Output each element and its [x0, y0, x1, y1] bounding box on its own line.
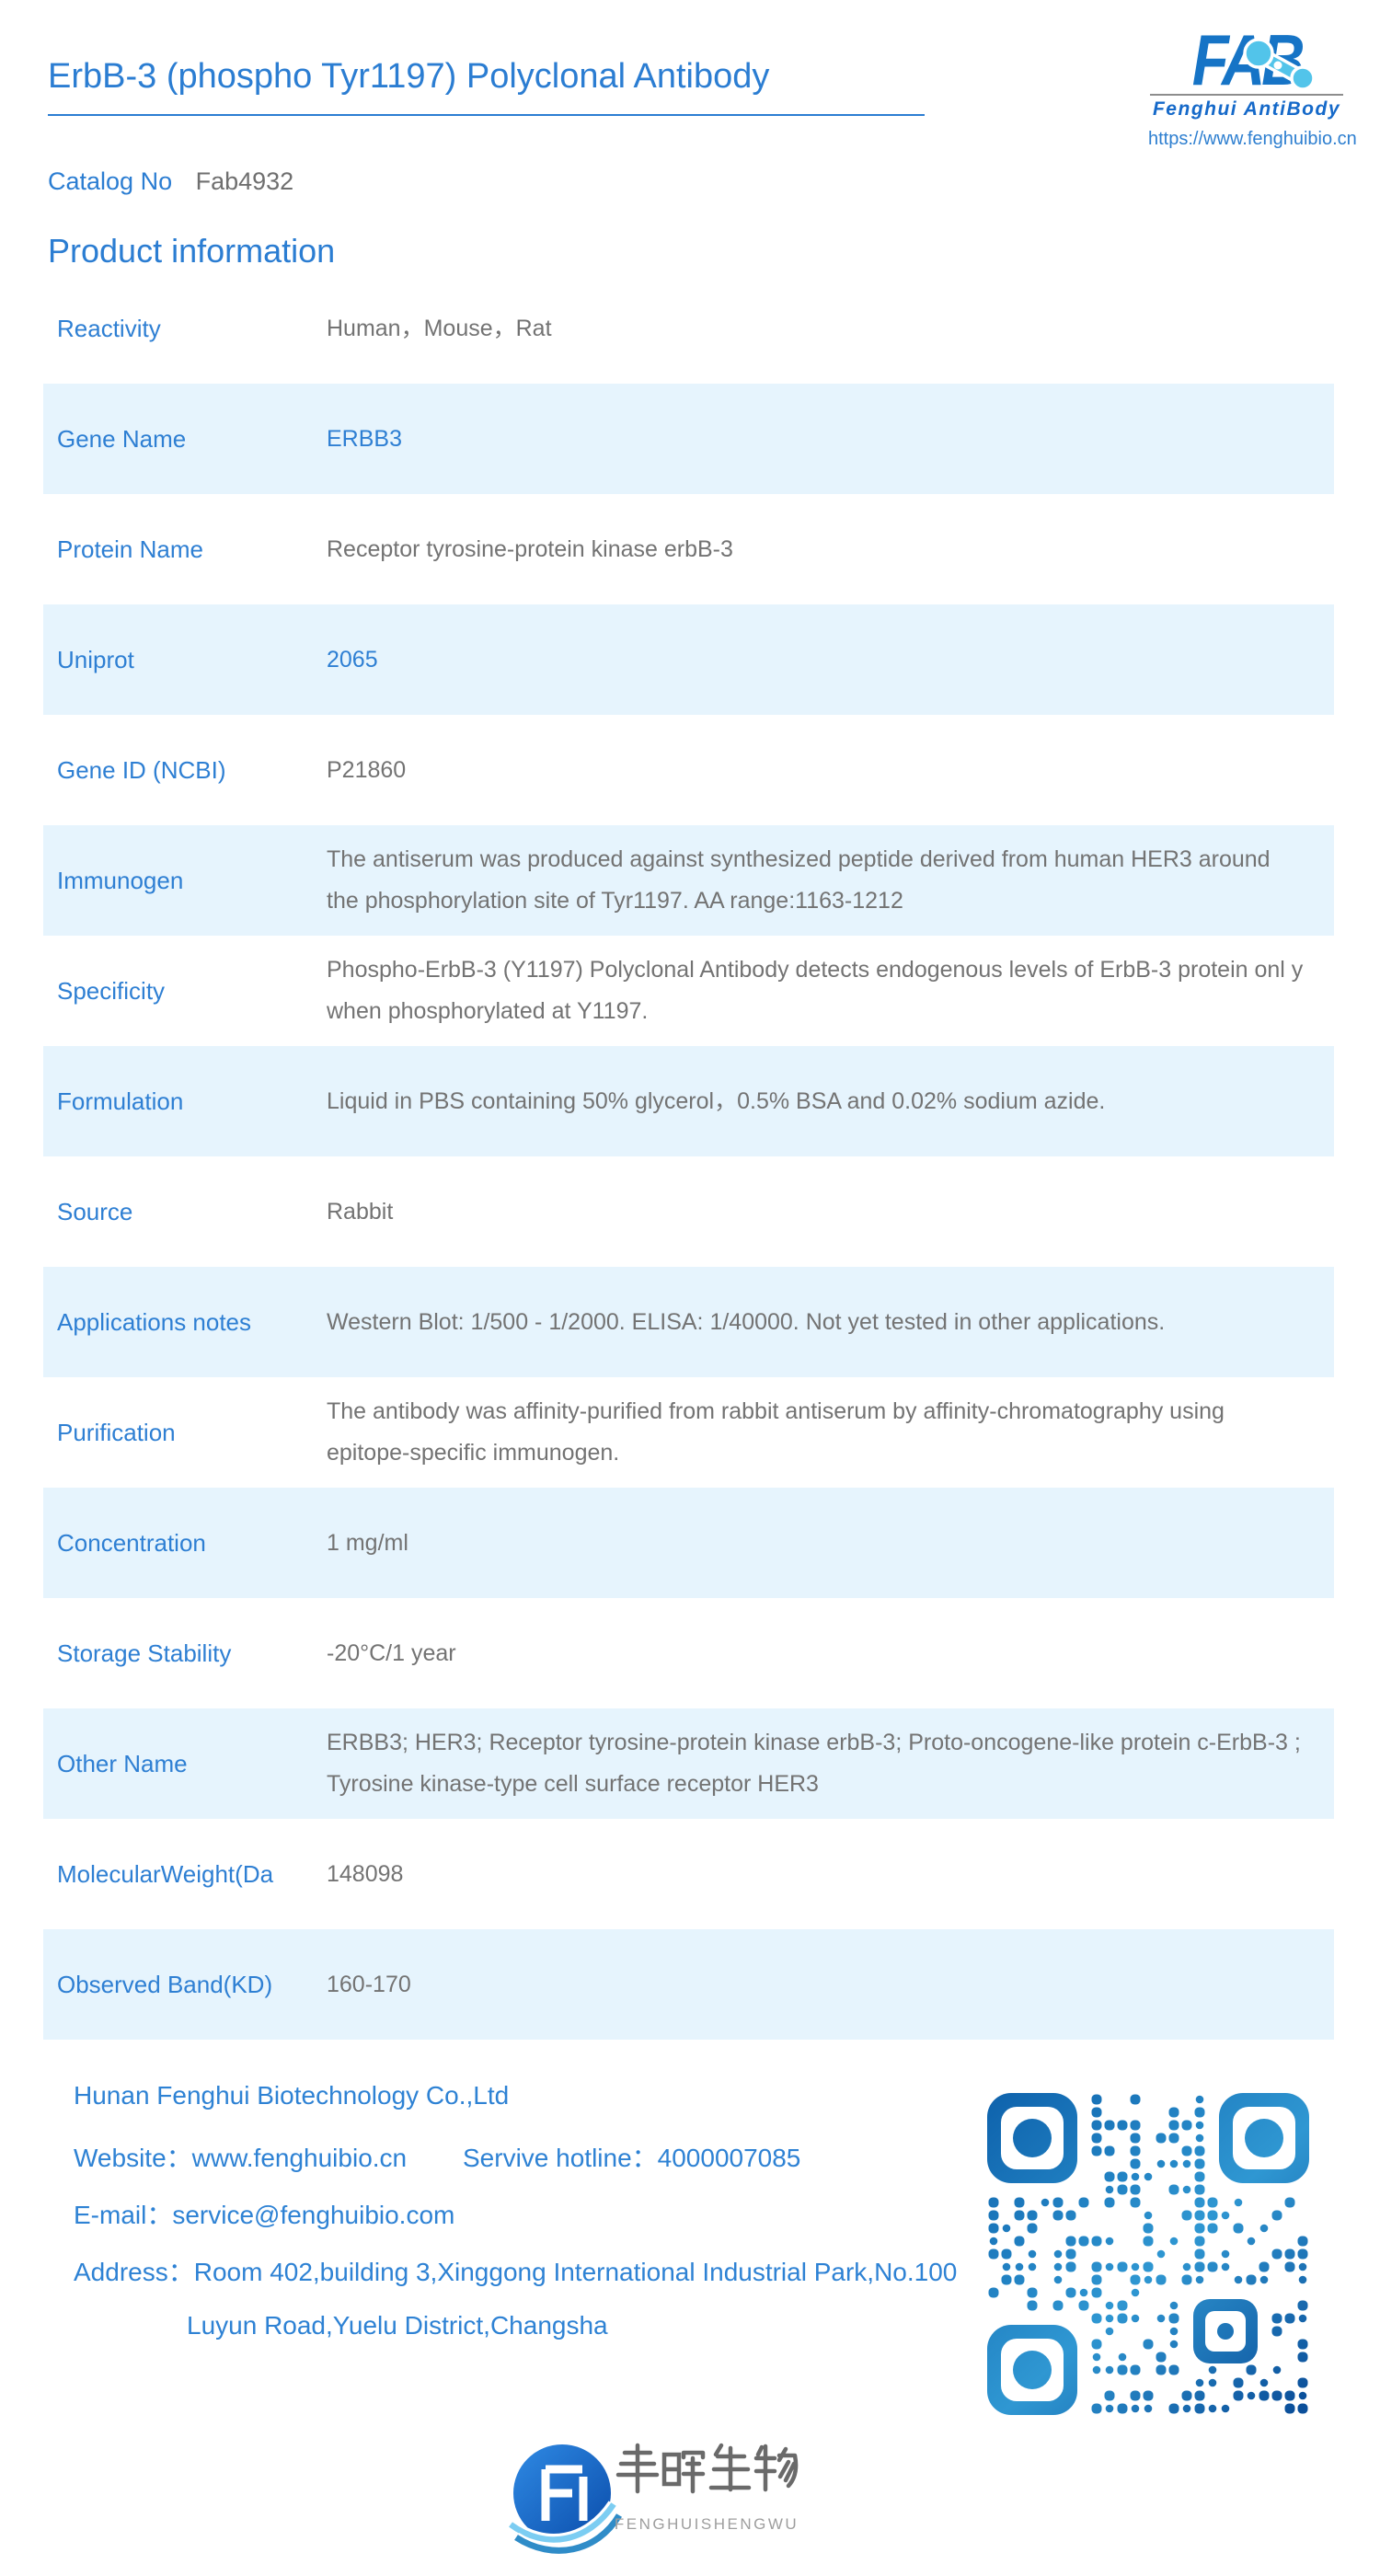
table-row: Specificity Phospho-ErbB-3 (Y1197) Polyc…	[43, 936, 1334, 1046]
table-row: Protein Name Receptor tyrosine-protein k…	[43, 494, 1334, 604]
footer-logo: FENGHUISHENGWU	[507, 2434, 803, 2557]
table-row: Observed Band(KD) 160-170	[43, 1929, 1334, 2040]
row-value: 1 mg/ml	[327, 1529, 408, 1556]
logo-tagline: Fenghui AntiBody	[1152, 98, 1341, 120]
row-value: ERBB3; HER3; Receptor tyrosine-protein k…	[327, 1730, 1301, 1797]
table-row: Uniprot 2065	[43, 604, 1334, 715]
table-row: Formulation Liquid in PBS containing 50%…	[43, 1046, 1334, 1156]
hotline-label: Servive hotline：	[463, 2144, 658, 2172]
hotline-number: 4000007085	[657, 2144, 801, 2172]
catalog-row: Catalog No Fab4932	[48, 167, 293, 196]
email-link[interactable]: service@fenghuibio.com	[172, 2201, 455, 2229]
table-row: Applications notes Western Blot: 1/500 -…	[43, 1267, 1334, 1377]
footer-address-line1: Address：Room 402,building 3,Xinggong Int…	[74, 2252, 957, 2289]
address-label: Address：	[74, 2258, 194, 2286]
row-label: Gene Name	[57, 424, 187, 453]
row-label: Gene ID (NCBI)	[57, 755, 226, 784]
row-value: Phospho-ErbB-3 (Y1197) Polyclonal Antibo…	[327, 957, 1304, 1024]
footer-logo-mark	[507, 2444, 625, 2557]
row-label: Immunogen	[57, 866, 184, 894]
hotline-group: Servive hotline：4000007085	[463, 2138, 800, 2175]
table-row: Reactivity Human，Mouse，Rat	[43, 273, 1334, 384]
row-value: 148098	[327, 1860, 404, 1887]
footer-company-name: Hunan Fenghui Biotechnology Co.,Ltd	[74, 2081, 510, 2110]
row-label: Protein Name	[57, 535, 203, 563]
catalog-value: Fab4932	[195, 167, 294, 195]
address-text: Room 402,building 3,Xinggong Internation…	[193, 2258, 958, 2286]
qr-code	[987, 2093, 1309, 2415]
row-label: Source	[57, 1197, 133, 1225]
row-label: Reactivity	[57, 314, 161, 342]
website-label: Website：	[74, 2144, 192, 2172]
row-value: Rabbit	[327, 1198, 394, 1225]
table-row: Gene ID (NCBI) P21860	[43, 715, 1334, 825]
row-label: Observed Band(KD)	[57, 1970, 273, 1998]
logo-divider	[1150, 94, 1343, 96]
table-row: Gene Name ERBB3	[43, 384, 1334, 494]
row-label: Storage Stability	[57, 1639, 232, 1667]
website-link[interactable]: www.fenghuibio.cn	[191, 2144, 408, 2172]
product-info-table: Reactivity Human，Mouse，Rat Gene Name ERB…	[43, 273, 1334, 2040]
footer-website-line: Website：www.fenghuibio.cn Servive hotlin…	[74, 2138, 800, 2175]
row-value: The antibody was affinity-purified from …	[327, 1398, 1225, 1466]
row-label: Uniprot	[57, 645, 134, 673]
row-value: 160-170	[327, 1971, 411, 1997]
table-row: Immunogen The antiserum was produced aga…	[43, 825, 1334, 936]
table-row: Concentration 1 mg/ml	[43, 1488, 1334, 1598]
row-value-link[interactable]: 2065	[327, 646, 378, 673]
row-label: Formulation	[57, 1087, 184, 1115]
row-label: Concentration	[57, 1528, 206, 1557]
catalog-label: Catalog No	[48, 167, 173, 195]
row-label: Specificity	[57, 976, 166, 1005]
title-divider	[48, 114, 925, 116]
row-label: Purification	[57, 1418, 176, 1446]
table-row: MolecularWeight(Da 148098	[43, 1819, 1334, 1929]
row-value: The antiserum was produced against synth…	[327, 846, 1271, 914]
row-value: Receptor tyrosine-protein kinase erbB-3	[327, 535, 733, 562]
table-row: Other Name ERBB3; HER3; Receptor tyrosin…	[43, 1708, 1334, 1819]
row-value: Western Blot: 1/500 - 1/2000. ELISA: 1/4…	[327, 1308, 1166, 1335]
row-value: Human，Mouse，Rat	[327, 315, 552, 341]
row-value: -20°C/1 year	[327, 1639, 456, 1666]
table-row: Source Rabbit	[43, 1156, 1334, 1267]
page-title: ErbB-3 (phospho Tyr1197) Polyclonal Anti…	[48, 57, 770, 96]
footer-logo-latin-name: FENGHUISHENGWU	[615, 2515, 799, 2533]
footer-email-line: E-mail：service@fenghuibio.com	[74, 2195, 454, 2232]
logo-website-link[interactable]: https://www.fenghuibio.cn	[1148, 129, 1357, 149]
row-label: Other Name	[57, 1749, 188, 1777]
row-label: Applications notes	[57, 1307, 252, 1336]
footer-address-line2: Luyun Road,Yuelu District,Changsha	[187, 2311, 608, 2340]
logo-brand-text: FAB	[1191, 19, 1305, 100]
table-row: Storage Stability -20°C/1 year	[43, 1598, 1334, 1708]
row-value: Liquid in PBS containing 50% glycerol，0.…	[327, 1087, 1106, 1114]
row-label: MolecularWeight(Da	[57, 1859, 274, 1888]
company-logo: FAB Fenghui AntiBody https://www.fenghui…	[1148, 19, 1357, 150]
table-row: Purification The antibody was affinity-p…	[43, 1377, 1334, 1488]
row-value: P21860	[327, 756, 407, 783]
row-value-link[interactable]: ERBB3	[327, 425, 402, 452]
footer-logo-chinese-name	[615, 2443, 799, 2494]
email-label: E-mail：	[74, 2201, 173, 2229]
